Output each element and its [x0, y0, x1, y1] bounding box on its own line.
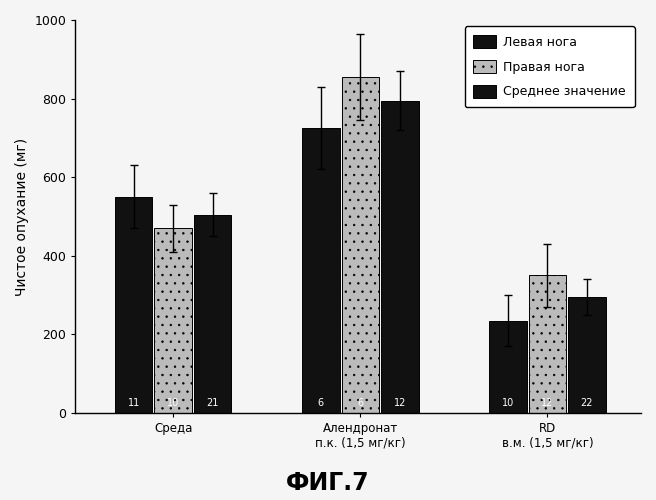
Bar — [381, 100, 419, 413]
Text: 12: 12 — [541, 398, 554, 408]
Bar — [115, 197, 152, 413]
Text: 6: 6 — [358, 398, 363, 408]
Bar — [194, 214, 232, 413]
Bar — [529, 276, 566, 413]
Text: 22: 22 — [581, 398, 593, 408]
Legend: Левая нога, Правая нога, Среднее значение: Левая нога, Правая нога, Среднее значени… — [464, 26, 635, 107]
Text: ФИГ.7: ФИГ.7 — [286, 471, 370, 495]
Text: 6: 6 — [318, 398, 324, 408]
Text: 12: 12 — [394, 398, 406, 408]
Y-axis label: Чистое опухание (мг): Чистое опухание (мг) — [15, 138, 29, 296]
Bar — [342, 77, 379, 413]
Bar — [568, 297, 605, 413]
Text: 11: 11 — [127, 398, 140, 408]
Bar — [489, 320, 527, 413]
Bar — [154, 228, 192, 413]
Text: 21: 21 — [207, 398, 219, 408]
Text: 10: 10 — [502, 398, 514, 408]
Text: 10: 10 — [167, 398, 179, 408]
Bar — [302, 128, 340, 413]
